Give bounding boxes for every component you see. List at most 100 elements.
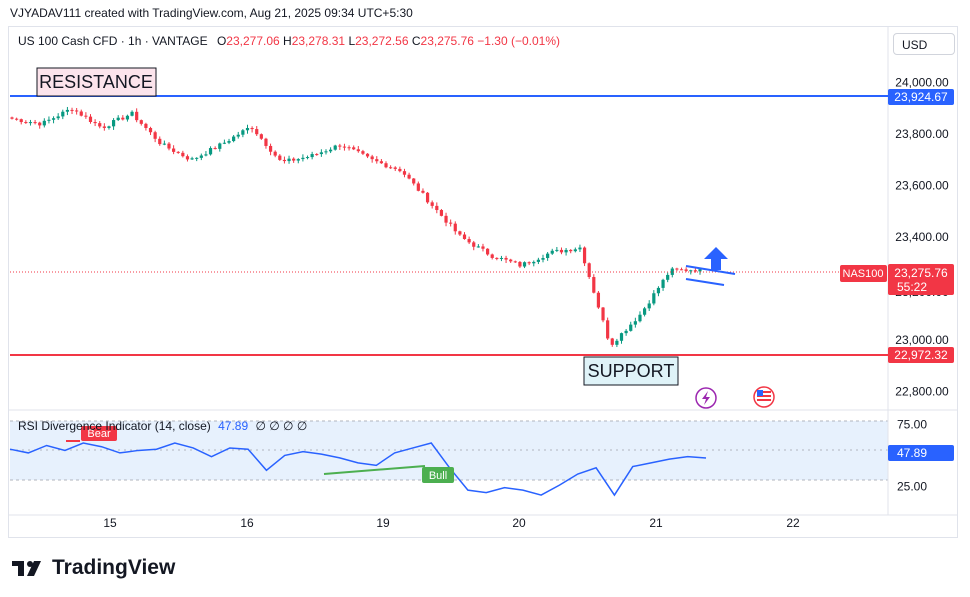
candle-body	[670, 268, 674, 275]
candle-body	[629, 324, 633, 331]
time-tick-label: 20	[512, 516, 526, 530]
candle-body	[278, 155, 282, 160]
candle-body	[693, 270, 697, 272]
up-arrow-icon	[704, 247, 728, 270]
tradingview-logo-icon	[12, 561, 41, 576]
rsi-line	[9, 442, 707, 497]
price-tick-label: 24,000.00	[895, 76, 949, 90]
candle-body	[259, 134, 263, 139]
open-value: 23,277.06	[226, 34, 280, 48]
candle-body	[310, 154, 314, 158]
candle-body	[255, 129, 259, 135]
resistance-price-text: 23,924.67	[894, 90, 948, 104]
tradingview-logo[interactable]: TradingView	[12, 556, 175, 580]
candle-body	[453, 223, 457, 232]
last-price-badge	[888, 264, 954, 295]
candle-body	[384, 163, 388, 168]
flag-upper-line	[685, 265, 736, 275]
price-axis: 24,000.00 23,800.00 23,600.00 23,400.00 23,0…	[895, 76, 949, 494]
time-tick-label: 15	[103, 516, 117, 530]
candle-body	[84, 115, 88, 117]
candle-body	[610, 338, 614, 345]
us-flag-icon[interactable]	[753, 386, 775, 408]
candle-body	[305, 157, 310, 159]
candle-body	[638, 314, 642, 322]
currency-selector[interactable]: USD	[893, 33, 955, 55]
candle-body	[504, 257, 508, 260]
candle-body	[70, 109, 74, 111]
candle-body	[199, 155, 203, 158]
candle-body	[559, 249, 564, 253]
chart-frame	[8, 26, 958, 538]
resistance-label-box	[36, 67, 157, 97]
flag-lower-line	[685, 278, 725, 286]
rsi-title: RSI Divergence Indicator (14, close)	[18, 419, 211, 433]
change-value: −1.30 (−0.01%)	[477, 34, 560, 48]
candle-body	[268, 145, 273, 152]
candle-body	[190, 158, 194, 160]
rsi-legend[interactable]: RSI Divergence Indicator (14, close) 47.…	[18, 419, 307, 433]
low-label: L	[348, 34, 356, 48]
candle-body	[444, 215, 448, 223]
candle-body	[407, 174, 411, 179]
candle-body	[232, 136, 236, 142]
candle-body	[449, 222, 453, 224]
candle-body	[365, 153, 370, 157]
resistance-price-badge	[888, 89, 954, 105]
candle-body	[33, 122, 37, 124]
candle-body	[264, 138, 268, 146]
candle-body	[458, 231, 462, 235]
candle-body	[509, 259, 513, 262]
candle-body	[647, 303, 651, 309]
candle-body	[679, 269, 684, 271]
candle-body	[172, 148, 176, 152]
candle-body	[633, 321, 637, 325]
candle-body	[324, 151, 328, 153]
candle-body	[642, 308, 647, 315]
support-price-text: 22,972.32	[894, 348, 948, 362]
candle-body	[573, 249, 577, 252]
candle-body	[462, 234, 467, 240]
support-label-box	[583, 356, 679, 386]
bear-badge-label: Bear	[87, 428, 111, 440]
rsi-extras: ∅ ∅ ∅ ∅	[255, 419, 308, 433]
last-price-text: 23,275.76	[894, 266, 948, 280]
lightning-event-icon[interactable]	[695, 387, 717, 409]
candle-body	[421, 190, 425, 193]
candle-body	[569, 249, 573, 252]
candle-body	[167, 143, 171, 149]
candle-body	[656, 287, 661, 294]
time-tick-label: 22	[786, 516, 800, 530]
candle-body	[666, 274, 670, 280]
candle-body	[176, 151, 180, 153]
high-label: H	[283, 34, 292, 48]
bear-badge	[81, 426, 117, 441]
candle-body	[689, 270, 693, 272]
candle-body	[698, 269, 702, 272]
time-tick-label: 19	[376, 516, 390, 530]
candle-body	[412, 178, 416, 184]
candle-body	[162, 143, 166, 145]
candle-body	[675, 268, 679, 270]
candle-body	[550, 250, 554, 254]
candle-body	[227, 141, 231, 143]
candle-body	[329, 149, 333, 152]
symbol-legend[interactable]: US 100 Cash CFD · 1h · VANTAGE O23,277.0…	[18, 34, 560, 48]
candle-body	[287, 158, 291, 162]
support-label: SUPPORT	[588, 361, 675, 381]
candle-body	[467, 239, 471, 243]
candle-body	[684, 269, 688, 271]
candle-body	[352, 147, 356, 150]
rsi-tick-label: 75.00	[897, 417, 927, 431]
candle-body	[624, 330, 628, 334]
close-label: C	[411, 34, 421, 48]
candle-body	[481, 246, 485, 249]
resistance-label: RESISTANCE	[39, 72, 153, 92]
candle-body	[213, 148, 217, 150]
candle-body	[319, 152, 323, 155]
candle-body	[116, 117, 120, 121]
rsi-last-text: 47.89	[897, 446, 927, 460]
high-value: 23,278.31	[291, 34, 346, 48]
candle-body	[398, 168, 402, 172]
